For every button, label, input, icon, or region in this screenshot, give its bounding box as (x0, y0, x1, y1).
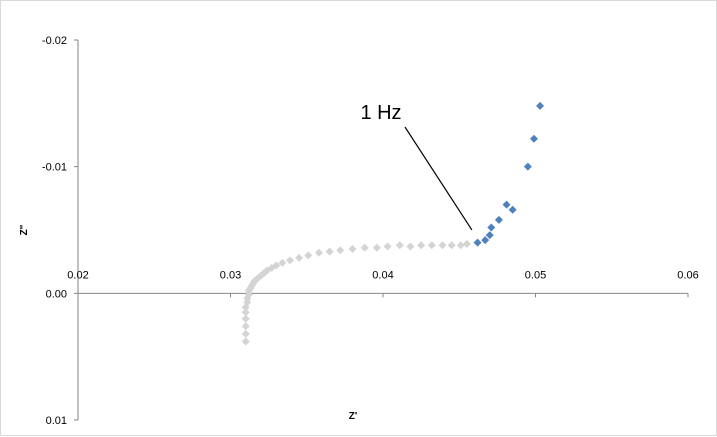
data-point-high-frequency (295, 253, 304, 262)
data-point-high-frequency (272, 261, 281, 270)
data-point-high-frequency (406, 242, 415, 251)
data-point-high-frequency (447, 241, 456, 250)
axes (77, 40, 688, 420)
data-point-high-frequency (241, 322, 250, 331)
data-point-low-frequency (536, 101, 545, 110)
y-tick-label: -0.02 (42, 35, 67, 47)
x-tick-label: 0.06 (677, 269, 698, 281)
data-point-high-frequency (360, 243, 369, 252)
data-point-high-frequency (456, 241, 465, 250)
data-point-low-frequency (485, 231, 494, 240)
data-point-low-frequency (494, 215, 503, 224)
data-point-high-frequency (383, 242, 392, 251)
data-point-high-frequency (278, 258, 287, 267)
data-point-low-frequency (508, 205, 517, 214)
y-tick-labels: -0.02 -0.01 0.00 0.01 (42, 35, 78, 427)
data-point-high-frequency (395, 241, 404, 250)
x-tick-label: 0.05 (525, 269, 546, 281)
data-point-high-frequency (348, 245, 357, 253)
y-axis-title: Z" (19, 224, 30, 235)
data-points (241, 101, 545, 346)
data-point-high-frequency (285, 256, 294, 265)
data-point-high-frequency (241, 329, 250, 338)
data-point-low-frequency (529, 134, 538, 143)
data-point-high-frequency (304, 251, 313, 260)
y-tick-label: 0.01 (46, 415, 67, 427)
x-tick-label: 0.04 (372, 269, 393, 281)
data-point-high-frequency (427, 241, 436, 250)
annotation-leader-line (404, 126, 473, 231)
annotation-label: 1 Hz (360, 102, 401, 124)
data-point-low-frequency (487, 223, 496, 232)
data-point-high-frequency (241, 314, 250, 323)
annotation-1hz: 1 Hz (360, 102, 473, 231)
data-point-high-frequency (314, 248, 323, 257)
data-point-low-frequency (502, 200, 511, 209)
data-point-high-frequency (372, 243, 381, 252)
x-tick-labels: 0.02 0.03 0.04 0.05 0.06 (67, 269, 699, 298)
data-point-low-frequency (523, 162, 532, 171)
data-point-high-frequency (417, 241, 426, 250)
data-point-low-frequency (473, 238, 482, 247)
x-tick-label: 0.03 (220, 269, 241, 281)
y-tick-label: -0.01 (42, 162, 67, 174)
data-point-high-frequency (462, 239, 471, 248)
data-point-high-frequency (241, 308, 250, 317)
y-tick-label: 0.00 (46, 288, 67, 300)
data-point-high-frequency (438, 241, 447, 250)
x-tick-label: 0.02 (67, 269, 88, 281)
data-point-low-frequency (481, 236, 490, 245)
x-axis-title: Z' (349, 411, 358, 422)
data-point-high-frequency (325, 247, 334, 256)
data-point-high-frequency (241, 337, 250, 346)
data-point-high-frequency (336, 246, 345, 255)
